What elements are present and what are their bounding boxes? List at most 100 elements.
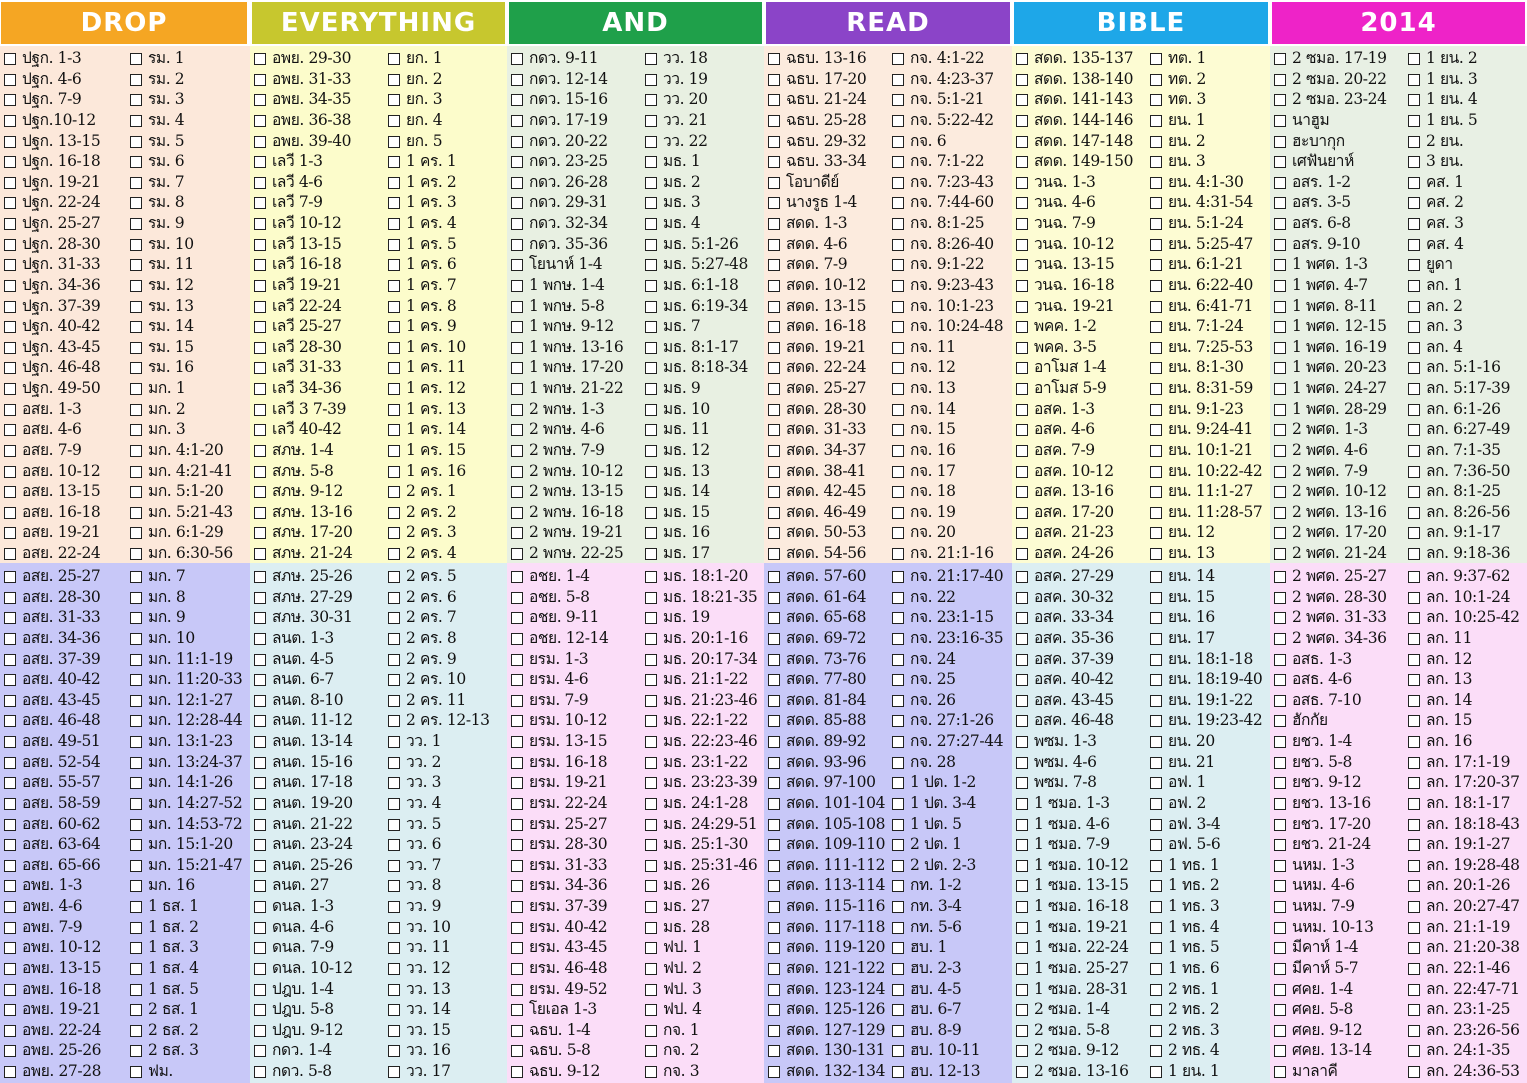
reading-item[interactable]: ลก. 8:1-25 <box>1408 481 1501 501</box>
reading-item[interactable]: เลวี 16-18 <box>254 254 342 274</box>
reading-item[interactable]: สภษ. 27-29 <box>254 587 353 607</box>
reading-item[interactable]: ปฐก. 43-45 <box>4 337 101 357</box>
reading-item[interactable]: ลก. 17:1-19 <box>1408 752 1511 772</box>
reading-item[interactable]: ลก. 21:20-38 <box>1408 937 1520 957</box>
reading-item[interactable]: วว. 15 <box>388 1020 451 1040</box>
checkbox[interactable] <box>768 218 780 231</box>
reading-item[interactable]: มธ. 10 <box>645 399 710 419</box>
reading-item[interactable]: กจ. 7:23-43 <box>892 172 994 192</box>
reading-item[interactable]: ยรม. 13-15 <box>511 731 608 751</box>
checkbox[interactable] <box>1016 341 1028 354</box>
checkbox[interactable] <box>892 259 904 272</box>
checkbox[interactable] <box>1016 736 1028 749</box>
checkbox[interactable] <box>388 94 400 107</box>
checkbox[interactable] <box>388 694 400 707</box>
checkbox[interactable] <box>388 1024 400 1037</box>
checkbox[interactable] <box>892 591 904 604</box>
reading-item[interactable]: กจ. 11 <box>892 337 956 357</box>
checkbox[interactable] <box>388 653 400 666</box>
reading-item[interactable]: สดด. 111-112 <box>768 855 885 875</box>
checkbox[interactable] <box>130 444 142 457</box>
checkbox[interactable] <box>892 300 904 313</box>
reading-item[interactable]: 1 พศด. 20-23 <box>1274 357 1387 377</box>
reading-item[interactable]: สภษ. 30-31 <box>254 607 353 627</box>
checkbox[interactable] <box>511 197 523 210</box>
reading-item[interactable]: ยน. 6:41-71 <box>1150 296 1253 316</box>
reading-item[interactable]: มธ. 20:1-16 <box>645 628 748 648</box>
checkbox[interactable] <box>388 218 400 231</box>
checkbox[interactable] <box>1016 548 1028 561</box>
reading-item[interactable]: กดว. 29-31 <box>511 192 608 212</box>
checkbox[interactable] <box>254 465 266 478</box>
reading-item[interactable]: กดว. 32-34 <box>511 213 608 233</box>
reading-item[interactable]: มก. 7 <box>130 566 186 586</box>
checkbox[interactable] <box>892 756 904 769</box>
checkbox[interactable] <box>1408 341 1420 354</box>
reading-item[interactable]: กท. 3-4 <box>892 896 962 916</box>
checkbox[interactable] <box>768 341 780 354</box>
reading-item[interactable]: 2 พศด. 21-24 <box>1274 543 1387 563</box>
reading-item[interactable]: ยน. 9:24-41 <box>1150 419 1253 439</box>
checkbox[interactable] <box>1016 694 1028 707</box>
checkbox[interactable] <box>892 571 904 583</box>
checkbox[interactable] <box>130 839 142 852</box>
checkbox[interactable] <box>1408 674 1420 687</box>
reading-item[interactable]: อฟ. 1 <box>1150 772 1206 792</box>
checkbox[interactable] <box>1274 383 1286 396</box>
checkbox[interactable] <box>645 653 657 666</box>
checkbox[interactable] <box>768 383 780 396</box>
checkbox[interactable] <box>1408 983 1420 996</box>
reading-item[interactable]: สดด. 93-96 <box>768 752 867 772</box>
reading-item[interactable]: สภษ. 25-26 <box>254 566 353 586</box>
checkbox[interactable] <box>1408 383 1420 396</box>
checkbox[interactable] <box>645 341 657 354</box>
checkbox[interactable] <box>130 176 142 189</box>
reading-item[interactable]: ปฐก. 4-6 <box>4 69 82 89</box>
reading-item[interactable]: ลก. 10:1-24 <box>1408 587 1511 607</box>
checkbox[interactable] <box>254 424 266 437</box>
checkbox[interactable] <box>130 1004 142 1017</box>
checkbox[interactable] <box>1274 362 1286 375</box>
checkbox[interactable] <box>511 486 523 499</box>
reading-item[interactable]: ปฐก. 19-21 <box>4 172 101 192</box>
reading-item[interactable]: อพย. 31-33 <box>254 69 352 89</box>
checkbox[interactable] <box>254 403 266 416</box>
checkbox[interactable] <box>892 444 904 457</box>
reading-item[interactable]: มก. 9 <box>130 607 186 627</box>
checkbox[interactable] <box>388 818 400 831</box>
reading-item[interactable]: กจ. 7:44-60 <box>892 192 994 212</box>
reading-item[interactable]: นหม. 1-3 <box>1274 855 1355 875</box>
reading-item[interactable]: มก. 6:1-29 <box>130 522 224 542</box>
checkbox[interactable] <box>768 279 780 292</box>
reading-item[interactable]: อสค. 27-29 <box>1016 566 1114 586</box>
reading-item[interactable]: มธ. 2 <box>645 172 701 192</box>
reading-item[interactable]: มธ. 24:29-51 <box>645 814 758 834</box>
reading-item[interactable]: กจ. 26 <box>892 690 956 710</box>
reading-item[interactable]: สดด. 46-49 <box>768 502 867 522</box>
reading-item[interactable]: วว. 5 <box>388 814 442 834</box>
checkbox[interactable] <box>1150 1004 1162 1017</box>
checkbox[interactable] <box>254 983 266 996</box>
reading-item[interactable]: 1 คร. 15 <box>388 440 466 460</box>
checkbox[interactable] <box>892 506 904 519</box>
reading-item[interactable]: ยน. 11:28-57 <box>1150 502 1263 522</box>
checkbox[interactable] <box>768 839 780 852</box>
reading-item[interactable]: สดด. 109-110 <box>768 834 885 854</box>
checkbox[interactable] <box>892 921 904 934</box>
reading-item[interactable]: มธ. 7 <box>645 316 701 336</box>
reading-item[interactable]: ยรม. 10-12 <box>511 710 608 730</box>
checkbox[interactable] <box>1016 859 1028 872</box>
checkbox[interactable] <box>1150 73 1162 86</box>
reading-item[interactable]: ศคย. 5-8 <box>1274 999 1353 1019</box>
reading-item[interactable]: 1 ปต. 5 <box>892 814 962 834</box>
checkbox[interactable] <box>1408 176 1420 189</box>
checkbox[interactable] <box>892 53 904 65</box>
reading-item[interactable]: ลก. 15 <box>1408 710 1472 730</box>
checkbox[interactable] <box>1150 777 1162 790</box>
checkbox[interactable] <box>1150 715 1162 728</box>
checkbox[interactable] <box>892 238 904 251</box>
reading-item[interactable]: ลก. 19:1-27 <box>1408 834 1511 854</box>
reading-item[interactable]: 1 คร. 10 <box>388 337 466 357</box>
checkbox[interactable] <box>645 424 657 437</box>
checkbox[interactable] <box>4 444 16 457</box>
